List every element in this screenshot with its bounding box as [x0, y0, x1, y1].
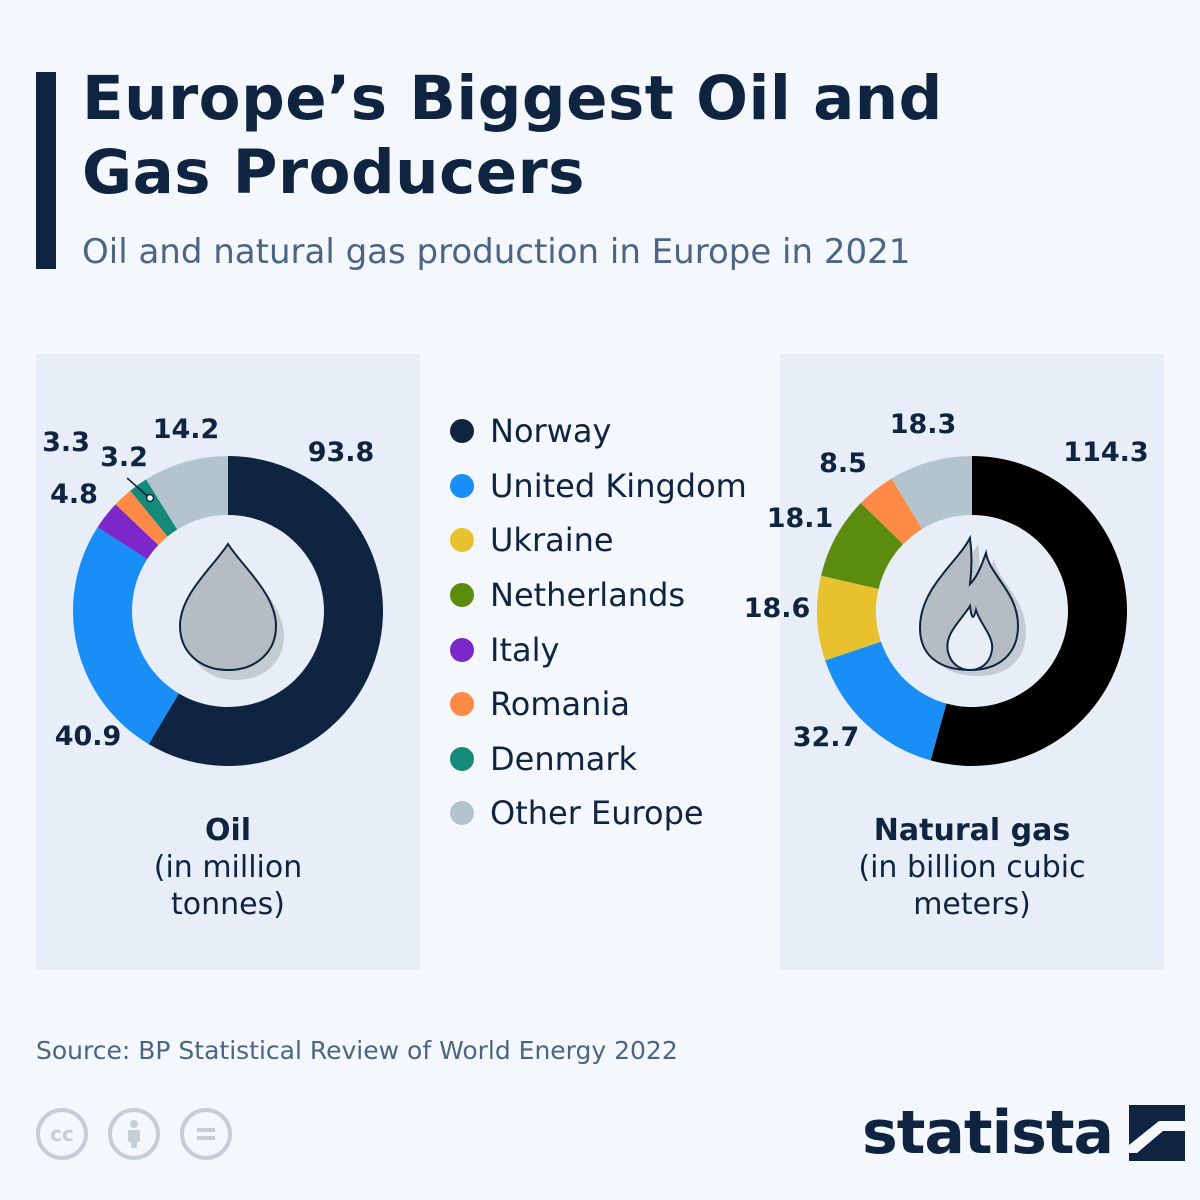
gas-donut-chart: 114.3 32.7 18.6 18.1 8.5 18.3	[744, 409, 1149, 766]
donut-slice-ukraine	[817, 575, 882, 661]
legend-label: Ukraine	[490, 521, 614, 560]
oil-chart-unit: (in million tonnes)	[153, 850, 303, 922]
no-derivatives-icon[interactable]	[180, 1108, 232, 1160]
legend-label: Romania	[490, 685, 630, 724]
legend-swatch	[450, 419, 474, 444]
data-label-norway: 114.3	[1063, 437, 1148, 468]
data-label-romania: 8.5	[819, 448, 867, 479]
license-icons: cc	[36, 1108, 252, 1160]
legend-swatch	[450, 528, 474, 553]
donut-slice-norway	[930, 456, 1127, 766]
legend-label: United Kingdom	[490, 466, 747, 505]
statista-logo-icon	[1129, 1105, 1186, 1161]
oil-chart-caption: Oil (in million tonnes)	[36, 812, 420, 923]
data-label-romania: 3.3	[42, 427, 90, 458]
data-label-italy: 4.8	[50, 479, 98, 510]
gas-chart-title: Natural gas	[873, 813, 1071, 848]
legend-swatch	[450, 746, 474, 771]
donut-slice-norway	[148, 456, 384, 766]
donut-slice-denmark	[130, 479, 178, 537]
legend-swatch	[450, 583, 474, 608]
chart-legend: Norway United Kingdom Ukraine Netherlands It…	[450, 404, 747, 841]
legend-item-norway: Norway	[450, 404, 747, 459]
title-accent-bar	[36, 72, 56, 269]
legend-item-italy: Italy	[450, 622, 747, 677]
page-subtitle: Oil and natural gas production in Europe…	[82, 232, 911, 272]
legend-label: Netherlands	[490, 576, 686, 615]
data-label-denmark: 3.2	[100, 442, 148, 473]
oil-chart-title: Oil	[204, 813, 252, 848]
data-label-united-kingdom: 40.9	[55, 721, 122, 752]
gas-chart-panel: 114.3 32.7 18.6 18.1 8.5 18.3 Natural gas (in…	[744, 354, 1164, 970]
legend-label: Italy	[490, 630, 560, 669]
source-note: Source: BP Statistical Review of World E…	[36, 1036, 678, 1065]
oil-drop-icon	[178, 542, 284, 680]
data-label-netherlands: 18.1	[767, 503, 834, 534]
donut-slice-romania	[860, 478, 923, 545]
donut-slice-united-kingdom	[73, 527, 179, 745]
gas-chart-unit: (in billion cubic meters)	[858, 850, 1086, 922]
legend-item-united-kingdom: United Kingdom	[450, 459, 747, 514]
cc-icon[interactable]: cc	[36, 1108, 88, 1160]
data-label-norway: 93.8	[308, 437, 375, 468]
flame-icon	[918, 534, 1026, 676]
gas-chart-caption: Natural gas (in billion cubic meters)	[780, 812, 1164, 923]
legend-item-denmark: Denmark	[450, 732, 747, 787]
legend-item-other-europe: Other Europe	[450, 786, 747, 841]
statista-brand[interactable]: statista	[862, 1098, 1187, 1168]
legend-item-romania: Romania	[450, 677, 747, 732]
brand-name: statista	[862, 1098, 1114, 1168]
donut-slice-other-europe	[891, 456, 972, 529]
attribution-icon[interactable]	[108, 1108, 160, 1160]
data-label-other-europe: 18.3	[890, 409, 957, 440]
legend-swatch	[450, 473, 474, 498]
data-label-united-kingdom: 32.7	[793, 722, 860, 753]
oil-donut-chart: 93.8 40.9 4.8 3.3 3.214.2	[42, 414, 384, 766]
data-label-ukraine: 18.6	[744, 593, 811, 624]
page-title: Europe’s Biggest Oil and Gas Producers	[82, 63, 943, 208]
data-label-other-europe: 14.2	[153, 414, 220, 445]
legend-swatch	[450, 692, 474, 717]
donut-slice-netherlands	[821, 503, 904, 590]
legend-item-ukraine: Ukraine	[450, 513, 747, 568]
legend-label: Norway	[490, 412, 612, 451]
donut-slice-italy	[97, 504, 159, 560]
oil-chart-panel: 93.8 40.9 4.8 3.3 3.2 14.2 Oil (in million to…	[36, 354, 420, 970]
donut-slice-united-kingdom	[825, 641, 947, 761]
legend-label: Denmark	[490, 739, 638, 778]
donut-slice-other-europe	[146, 456, 228, 530]
legend-label: Other Europe	[490, 794, 704, 833]
legend-item-netherlands: Netherlands	[450, 568, 747, 623]
legend-swatch	[450, 801, 474, 826]
label-leader-dot	[145, 493, 155, 503]
legend-swatch	[450, 637, 474, 662]
donut-slice-romania	[115, 490, 168, 545]
